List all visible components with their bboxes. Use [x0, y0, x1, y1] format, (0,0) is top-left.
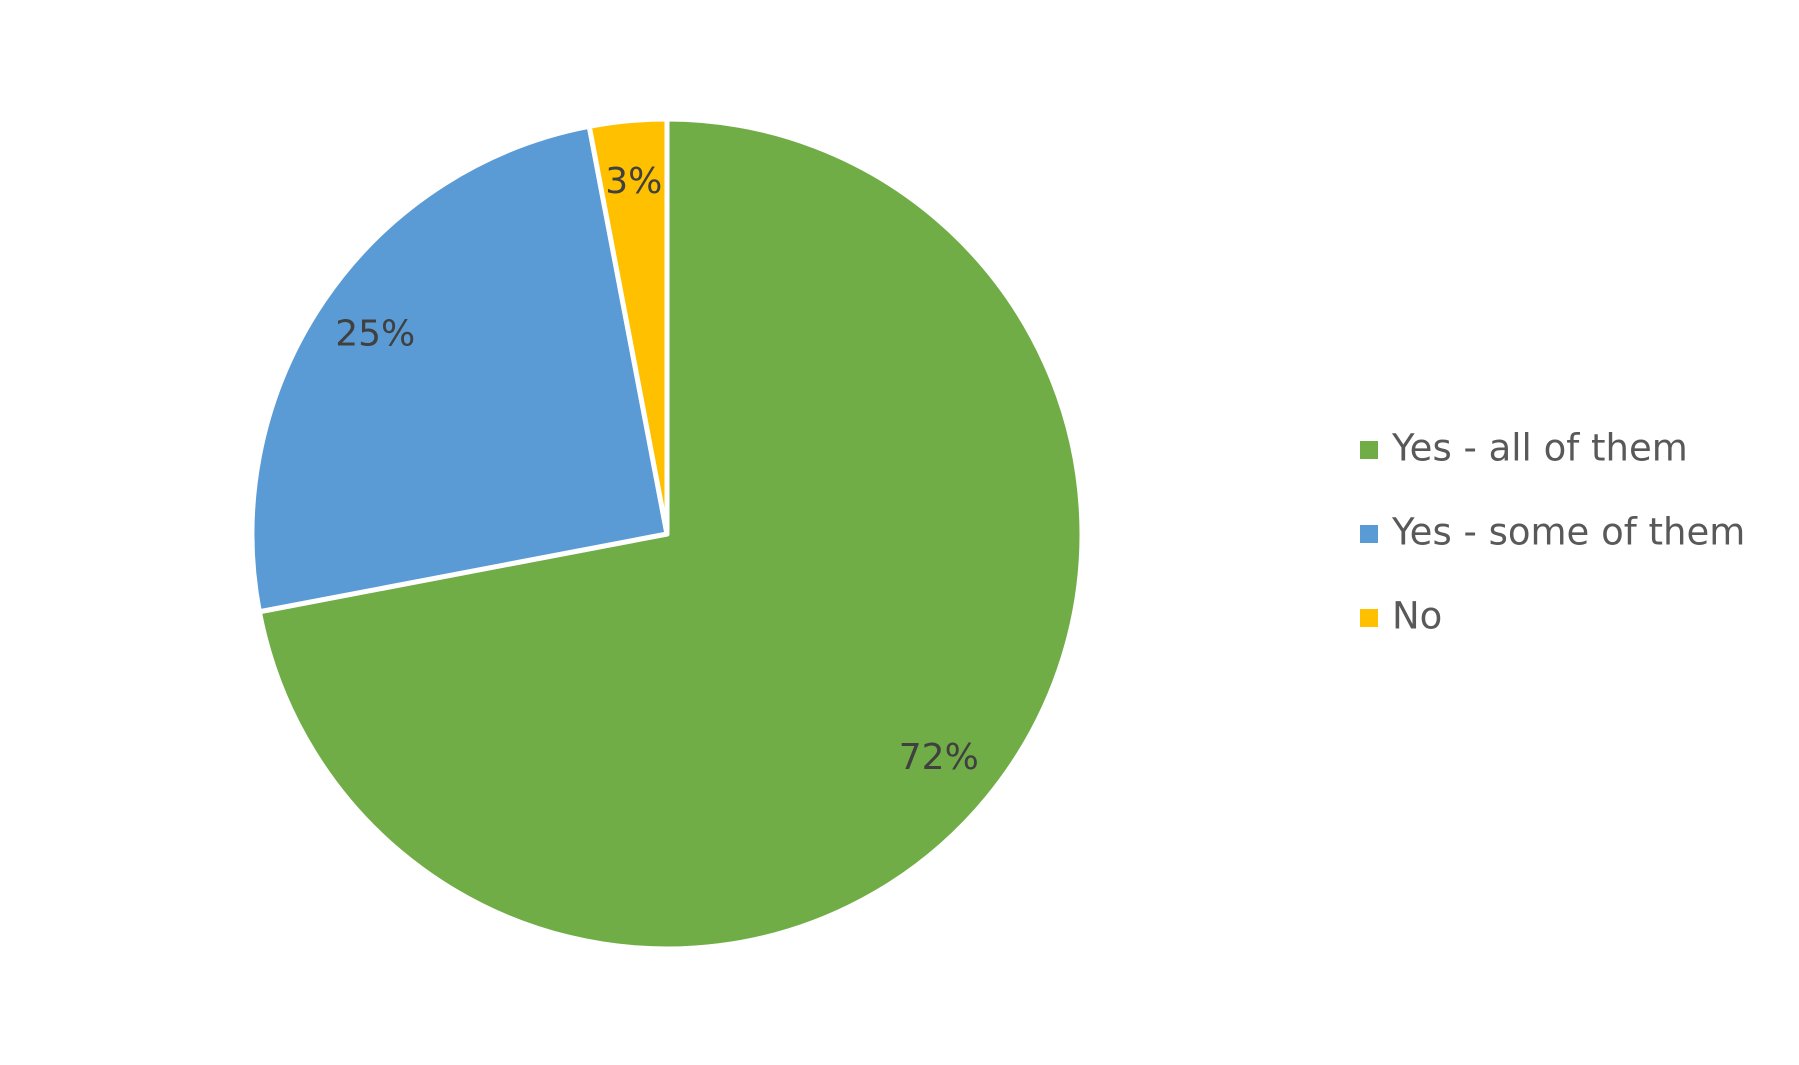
legend-label: Yes - some of them — [1391, 511, 1745, 554]
data-label: 72% — [899, 737, 979, 778]
data-label: 3% — [605, 161, 662, 202]
data-label: 25% — [335, 314, 415, 355]
pie-slice — [249, 123, 670, 615]
legend-label: Yes - all of them — [1391, 427, 1688, 470]
legend-label: No — [1392, 595, 1442, 638]
legend-swatch — [1360, 609, 1378, 627]
pie-slice — [256, 116, 1085, 952]
legend-swatch — [1360, 525, 1378, 543]
pie-slice — [586, 116, 670, 537]
legend-swatch — [1360, 441, 1378, 459]
